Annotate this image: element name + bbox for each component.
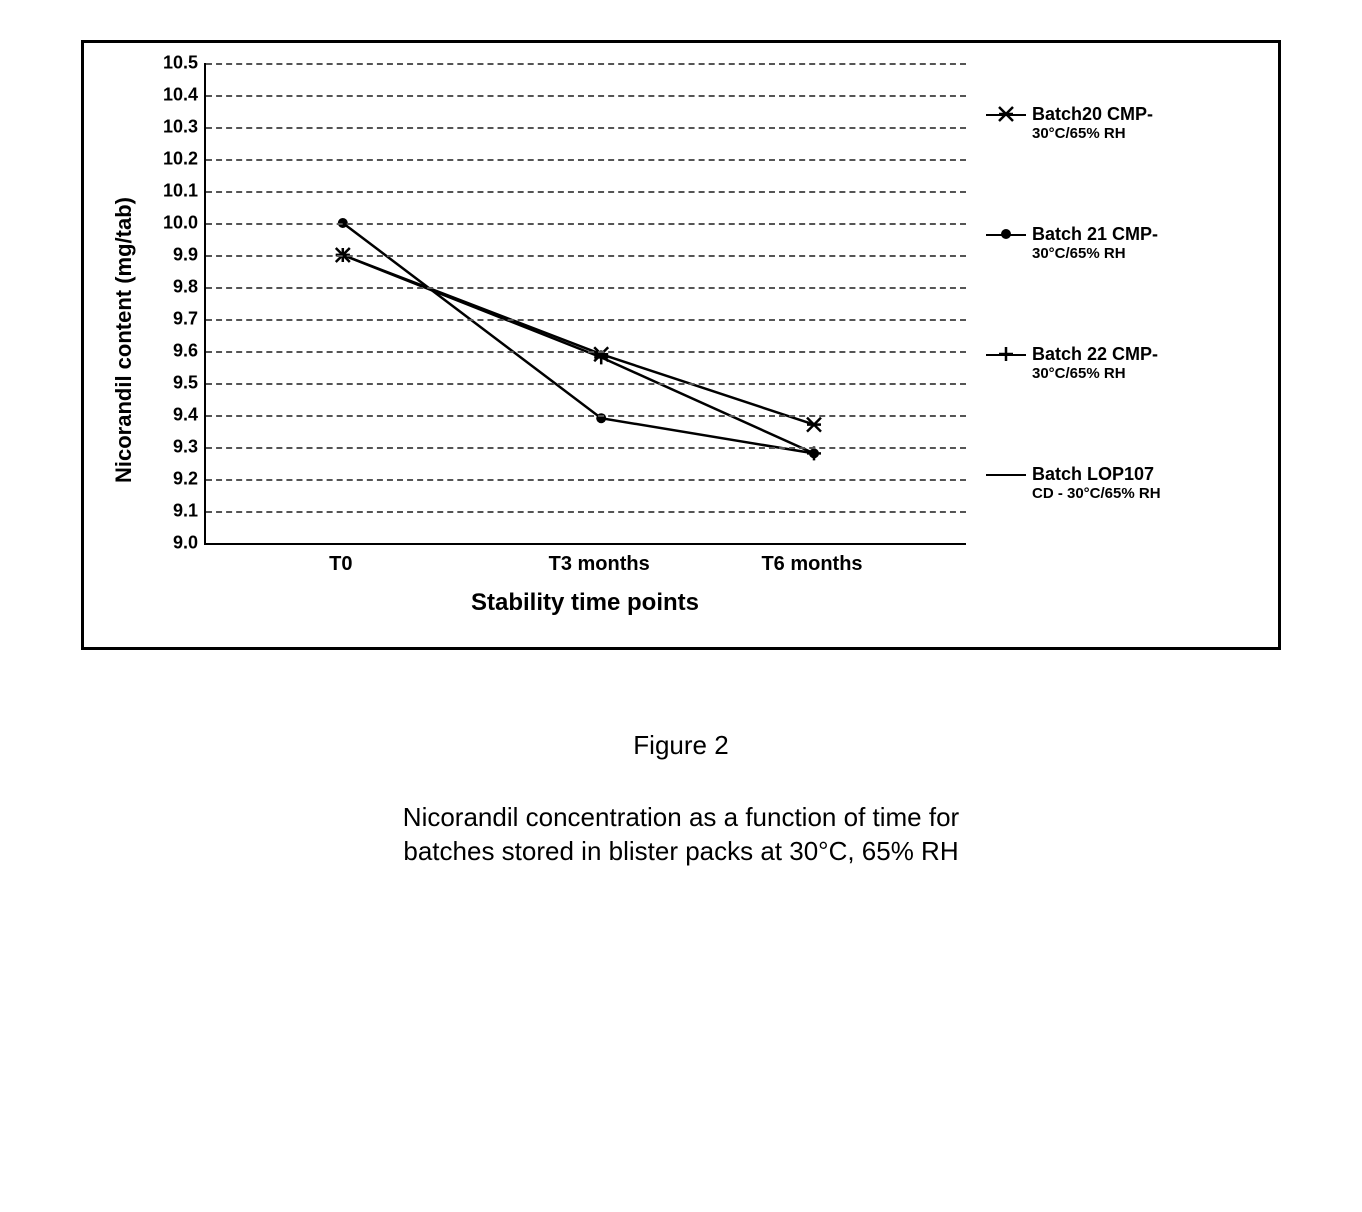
legend-swatch — [986, 344, 1026, 364]
caption-line-1: Nicorandil concentration as a function o… — [403, 802, 959, 832]
data-marker — [999, 107, 1013, 121]
legend-swatch — [986, 224, 1026, 244]
legend-label: Batch 21 CMP-30°C/65% RH — [1032, 224, 1158, 262]
chart-panel: Nicorandil content (mg/tab) 10.5 10.4 10.3… — [81, 40, 1281, 650]
y-tick-label: 9.9 — [173, 245, 198, 266]
x-tick-label: T6 months — [761, 553, 862, 576]
y-tick-label: 9.3 — [173, 437, 198, 458]
y-tick-label: 10.3 — [163, 117, 198, 138]
data-marker — [807, 418, 821, 432]
y-tick-label: 9.1 — [173, 501, 198, 522]
y-tick-label: 9.2 — [173, 469, 198, 490]
series-line — [343, 255, 814, 453]
legend-label: Batch LOP107CD - 30°C/65% RH — [1032, 464, 1161, 502]
x-tick-label: T0 — [329, 553, 352, 576]
gridline — [206, 415, 966, 417]
legend-item: Batch LOP107CD - 30°C/65% RH — [986, 464, 1258, 502]
series-line — [343, 255, 814, 425]
x-axis-label: Stability time points — [204, 589, 966, 617]
data-marker — [1001, 229, 1011, 239]
plot-row: 10.510.410.310.210.110.09.99.89.79.69.59… — [144, 63, 966, 545]
legend-item: Batch20 CMP-30°C/65% RH — [986, 104, 1258, 142]
y-tick-label: 10.0 — [163, 213, 198, 234]
gridline — [206, 95, 966, 97]
legend-swatch — [986, 464, 1026, 484]
legend-item: Batch 21 CMP-30°C/65% RH — [986, 224, 1258, 262]
caption-line-2: batches stored in blister packs at 30°C,… — [403, 836, 958, 866]
y-tick-label: 9.8 — [173, 277, 198, 298]
legend-item: Batch 22 CMP-30°C/65% RH — [986, 344, 1258, 382]
plot-column: 10.510.410.310.210.110.09.99.89.79.69.59… — [144, 63, 966, 617]
gridline — [206, 223, 966, 225]
x-tick-label: T3 months — [549, 553, 650, 576]
figure-number: Figure 2 — [81, 730, 1281, 761]
y-tick-label: 10.2 — [163, 149, 198, 170]
gridline — [206, 383, 966, 385]
gridline — [206, 159, 966, 161]
legend-label: Batch 22 CMP-30°C/65% RH — [1032, 344, 1158, 382]
y-tick-label: 10.4 — [163, 85, 198, 106]
gridline — [206, 319, 966, 321]
gridline — [206, 351, 966, 353]
y-axis-label-wrap: Nicorandil content (mg/tab) — [104, 63, 144, 617]
figure-caption: Nicorandil concentration as a function o… — [81, 801, 1281, 869]
plot-area — [204, 63, 966, 545]
y-tick-label: 9.0 — [173, 533, 198, 554]
legend-label: Batch20 CMP-30°C/65% RH — [1032, 104, 1153, 142]
y-tick-label: 10.1 — [163, 181, 198, 202]
figure-wrap: Nicorandil content (mg/tab) 10.5 10.4 10.3… — [81, 40, 1281, 869]
gridline — [206, 255, 966, 257]
gridline — [206, 479, 966, 481]
series-line — [343, 223, 814, 453]
y-tick-label: 9.4 — [173, 405, 198, 426]
y-tick-label: 9.6 — [173, 341, 198, 362]
legend-swatch — [986, 104, 1026, 124]
gridline — [206, 63, 966, 65]
gridline — [206, 287, 966, 289]
y-tick-column: 10.510.410.310.210.110.09.99.89.79.69.59… — [144, 63, 204, 543]
gridline — [206, 127, 966, 129]
y-tick-label: 9.7 — [173, 309, 198, 330]
y-axis-label: Nicorandil content (mg/tab) — [111, 197, 137, 483]
gridline — [206, 447, 966, 449]
plot-svg — [206, 63, 966, 543]
gridline — [206, 191, 966, 193]
legend: Batch20 CMP-30°C/65% RH Batch 21 CMP-30°C… — [966, 63, 1258, 543]
gridline — [206, 511, 966, 513]
x-tick-row: T0 T3 months T6 months — [204, 545, 964, 585]
caption-block: Figure 2 Nicorandil concentration as a f… — [81, 730, 1281, 869]
data-marker — [999, 347, 1013, 361]
y-tick-label: 9.5 — [173, 373, 198, 394]
y-tick-label: 10.5 — [163, 53, 198, 74]
